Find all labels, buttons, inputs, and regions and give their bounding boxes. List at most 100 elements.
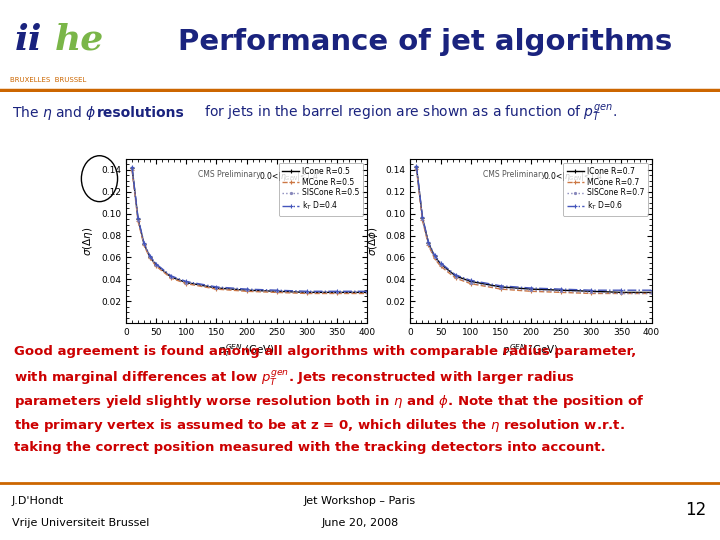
Text: J.D'Hondt: J.D'Hondt — [12, 496, 64, 506]
k$_T$ D=0.6 — [412, 163, 420, 169]
k$_T$ D=0.6 — [418, 214, 427, 220]
SISCone R=0.5 — [302, 289, 311, 295]
k$_T$ D=0.4 — [182, 278, 191, 285]
Line: MCone R=0.7: MCone R=0.7 — [414, 167, 654, 295]
Text: the primary vertex is assumed to be at z = 0, which dilutes the $\eta$ resolutio: the primary vertex is assumed to be at z… — [14, 417, 625, 434]
SISCone R=0.5 — [134, 217, 143, 224]
Line: SISCone R=0.7: SISCone R=0.7 — [414, 166, 654, 295]
k$_T$ D=0.6 — [431, 252, 439, 259]
k$_T$ D=0.4 — [363, 288, 372, 294]
SISCone R=0.7 — [424, 241, 433, 247]
MCone R=0.5 — [302, 290, 311, 296]
SISCone R=0.7 — [412, 165, 420, 171]
ICone R=0.5 — [167, 274, 176, 280]
SISCone R=0.7 — [467, 279, 475, 286]
ICone R=0.5 — [363, 289, 372, 295]
X-axis label: $p_T^{GEN}$ (GeV): $p_T^{GEN}$ (GeV) — [218, 342, 275, 359]
Y-axis label: $\sigma(\Delta\phi)$: $\sigma(\Delta\phi)$ — [366, 226, 380, 256]
Line: k$_T$ D=0.4: k$_T$ D=0.4 — [130, 165, 369, 293]
SISCone R=0.5 — [145, 254, 154, 261]
Text: 0.0<|$\eta_{GEN}$|<1.4: 0.0<|$\eta_{GEN}$|<1.4 — [258, 171, 319, 184]
MCone R=0.5 — [134, 218, 143, 225]
MCone R=0.7 — [557, 289, 565, 295]
MCone R=0.7 — [617, 290, 626, 296]
SISCone R=0.5 — [242, 287, 251, 293]
MCone R=0.5 — [145, 255, 154, 262]
k$_T$ D=0.6 — [617, 287, 626, 293]
k$_T$ D=0.6 — [497, 282, 505, 289]
ICone R=0.5 — [212, 285, 221, 291]
k$_T$ D=0.6 — [436, 260, 445, 266]
k$_T$ D=0.6 — [647, 287, 656, 293]
MCone R=0.7 — [527, 288, 536, 294]
ICone R=0.7 — [467, 278, 475, 285]
ICone R=0.5 — [272, 288, 281, 294]
MCone R=0.7 — [587, 290, 595, 296]
MCone R=0.5 — [363, 290, 372, 296]
MCone R=0.5 — [212, 286, 221, 292]
k$_T$ D=0.4 — [302, 288, 311, 294]
Y-axis label: $\sigma(\Delta\eta)$: $\sigma(\Delta\eta)$ — [81, 226, 96, 256]
Text: CMS Preliminary: CMS Preliminary — [198, 171, 261, 179]
FancyBboxPatch shape — [2, 4, 128, 88]
ICone R=0.5 — [145, 254, 154, 261]
k$_T$ D=0.6 — [451, 272, 460, 278]
ICone R=0.7 — [527, 286, 536, 292]
k$_T$ D=0.6 — [587, 287, 595, 293]
SISCone R=0.5 — [182, 279, 191, 286]
Text: June 20, 2008: June 20, 2008 — [321, 518, 399, 528]
k$_T$ D=0.4 — [333, 288, 341, 294]
k$_T$ D=0.6 — [527, 285, 536, 291]
ICone R=0.5 — [152, 262, 161, 268]
SISCone R=0.5 — [140, 241, 148, 247]
MCone R=0.5 — [333, 290, 341, 296]
k$_T$ D=0.4 — [212, 284, 221, 290]
SISCone R=0.5 — [363, 289, 372, 295]
MCone R=0.7 — [497, 286, 505, 292]
MCone R=0.7 — [451, 275, 460, 281]
Text: he: he — [55, 23, 104, 57]
k$_T$ D=0.4 — [127, 164, 136, 170]
ICone R=0.5 — [134, 216, 143, 222]
k$_T$ D=0.4 — [134, 215, 143, 221]
Line: k$_T$ D=0.6: k$_T$ D=0.6 — [414, 164, 654, 292]
MCone R=0.7 — [647, 290, 656, 296]
Legend: ICone R=0.7, MCone R=0.7, SISCone R=0.7, k$_T$ D=0.6: ICone R=0.7, MCone R=0.7, SISCone R=0.7,… — [563, 163, 648, 215]
MCone R=0.7 — [431, 255, 439, 262]
Line: ICone R=0.5: ICone R=0.5 — [130, 166, 369, 294]
ICone R=0.7 — [431, 253, 439, 260]
SISCone R=0.7 — [451, 274, 460, 280]
Text: BRUXELLES  BRUSSEL: BRUXELLES BRUSSEL — [10, 77, 86, 83]
Text: Jet Workshop – Paris: Jet Workshop – Paris — [304, 496, 416, 506]
ICone R=0.7 — [587, 288, 595, 294]
X-axis label: $p_T^{GEN}$ (GeV): $p_T^{GEN}$ (GeV) — [503, 342, 559, 359]
MCone R=0.5 — [152, 263, 161, 269]
ICone R=0.5 — [182, 279, 191, 286]
MCone R=0.5 — [272, 289, 281, 295]
SISCone R=0.7 — [587, 289, 595, 295]
Text: Performance of jet algorithms: Performance of jet algorithms — [178, 28, 672, 56]
Text: Vrije Universiteit Brussel: Vrije Universiteit Brussel — [12, 518, 149, 528]
k$_T$ D=0.4 — [152, 261, 161, 267]
Text: Good agreement is found among all algorithms with comparable radius parameter,: Good agreement is found among all algori… — [14, 345, 636, 358]
k$_T$ D=0.4 — [140, 240, 148, 246]
ICone R=0.5 — [302, 289, 311, 295]
ICone R=0.5 — [242, 287, 251, 293]
ICone R=0.7 — [497, 284, 505, 290]
ICone R=0.7 — [412, 164, 420, 170]
SISCone R=0.7 — [617, 290, 626, 296]
ICone R=0.7 — [647, 289, 656, 295]
MCone R=0.5 — [242, 288, 251, 294]
ICone R=0.7 — [617, 289, 626, 295]
ICone R=0.7 — [451, 273, 460, 279]
MCone R=0.5 — [140, 242, 148, 248]
MCone R=0.7 — [424, 242, 433, 248]
SISCone R=0.7 — [557, 288, 565, 294]
Line: MCone R=0.5: MCone R=0.5 — [130, 168, 369, 295]
Line: ICone R=0.7: ICone R=0.7 — [414, 165, 654, 294]
k$_T$ D=0.4 — [242, 286, 251, 292]
MCone R=0.7 — [436, 263, 445, 269]
SISCone R=0.5 — [152, 262, 161, 268]
Text: parameters yield slightly worse resolution both in $\eta$ and $\phi$. Note that : parameters yield slightly worse resoluti… — [14, 393, 644, 410]
SISCone R=0.7 — [647, 290, 656, 296]
